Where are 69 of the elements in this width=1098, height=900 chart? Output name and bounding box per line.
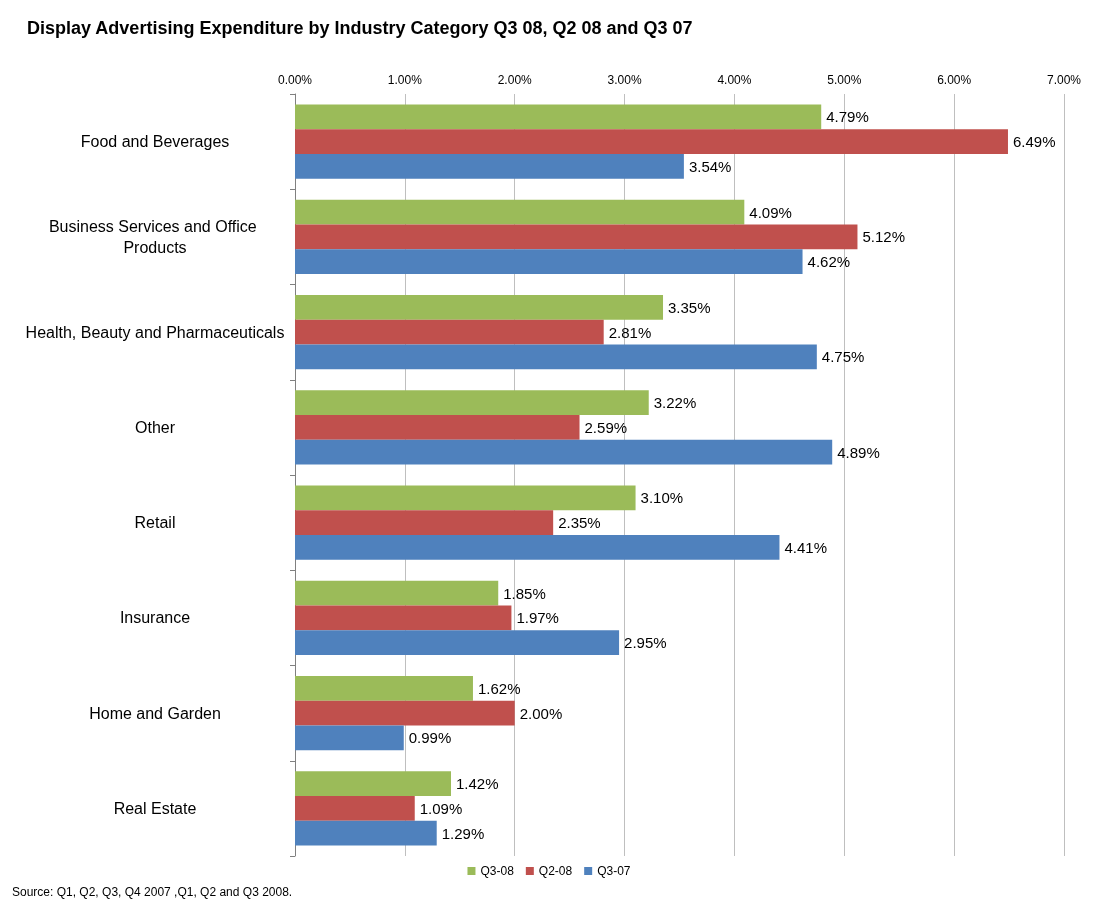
bar [295, 154, 684, 179]
bar [295, 675, 473, 701]
data-label: 5.12% [862, 228, 906, 246]
bar [295, 199, 745, 225]
y-tick-label: Food and Beverages [80, 133, 230, 151]
data-label: 4.79% [826, 108, 869, 126]
data-label: 1.42% [456, 775, 499, 793]
y-tick-label: Retail [134, 514, 176, 532]
data-label: 4.62% [807, 253, 851, 271]
bar [295, 795, 415, 821]
data-label: 4.89% [837, 443, 880, 461]
x-tick-label: 2.00% [497, 73, 533, 87]
x-tick-label: 1.00% [387, 73, 423, 87]
bar [295, 390, 649, 415]
data-label: 1.62% [477, 679, 521, 697]
data-label: 6.49% [1012, 133, 1056, 151]
bar [295, 630, 620, 656]
bar [295, 605, 512, 631]
data-label: 2.59% [584, 418, 628, 436]
data-label: 2.35% [558, 514, 601, 532]
data-label: 4.75% [821, 348, 865, 366]
bar [295, 104, 822, 130]
bar [295, 535, 780, 560]
y-tick-label: Home and Garden [89, 704, 221, 722]
bar [295, 319, 604, 345]
data-label: 3.35% [668, 298, 711, 316]
bar [295, 725, 404, 751]
legend-label: Q3-08 [480, 864, 515, 878]
bar [295, 294, 664, 320]
y-tick-label: Business Services and Office Products [48, 217, 262, 256]
bar [295, 580, 499, 606]
x-tick-label: 4.00% [717, 73, 752, 87]
data-label: 2.95% [624, 634, 667, 652]
bar [295, 439, 833, 465]
bar [295, 224, 858, 250]
x-tick-label: 6.00% [937, 73, 972, 87]
bar [295, 129, 1008, 155]
bar [295, 249, 803, 275]
data-label: 2.81% [608, 323, 652, 341]
bar [295, 700, 515, 726]
data-label: 4.09% [749, 203, 792, 221]
y-tick-label: Insurance [119, 609, 191, 627]
x-tick-label: 7.00% [1046, 73, 1082, 87]
data-label: 1.97% [516, 609, 559, 627]
data-label: 3.22% [653, 394, 697, 412]
data-label: 1.09% [419, 799, 463, 817]
data-label: 3.54% [688, 157, 732, 175]
y-tick-label: Health, Beauty and Pharmaceuticals [25, 323, 285, 341]
bar [295, 771, 451, 796]
y-tick-label: Real Estate [113, 799, 197, 817]
data-label: 2.00% [519, 704, 563, 722]
x-tick-label: 3.00% [607, 73, 642, 87]
data-label: 3.10% [640, 489, 684, 507]
bar [295, 510, 554, 536]
bar [295, 414, 580, 440]
data-label: 1.29% [441, 824, 485, 842]
legend-label: Q3-07 [597, 864, 631, 878]
data-label: 4.41% [784, 538, 828, 556]
bar [295, 820, 437, 846]
bar [295, 485, 636, 511]
data-label: 1.85% [503, 584, 546, 602]
x-tick-label: 0.00% [277, 73, 313, 87]
legend-label: Q2-08 [538, 864, 573, 878]
bar [295, 344, 817, 370]
x-tick-label: 5.00% [827, 73, 862, 87]
data-label: 0.99% [408, 729, 452, 747]
chart-title: Display Advertising Expenditure by Industry Category Q3 08, Q2 08 and Q3 07 [27, 18, 693, 38]
y-tick-label: Other [134, 418, 176, 436]
source-note: Source: Q1, Q2, Q3, Q4 2007 ,Q1, Q2 and Q3 2008. [12, 885, 293, 899]
